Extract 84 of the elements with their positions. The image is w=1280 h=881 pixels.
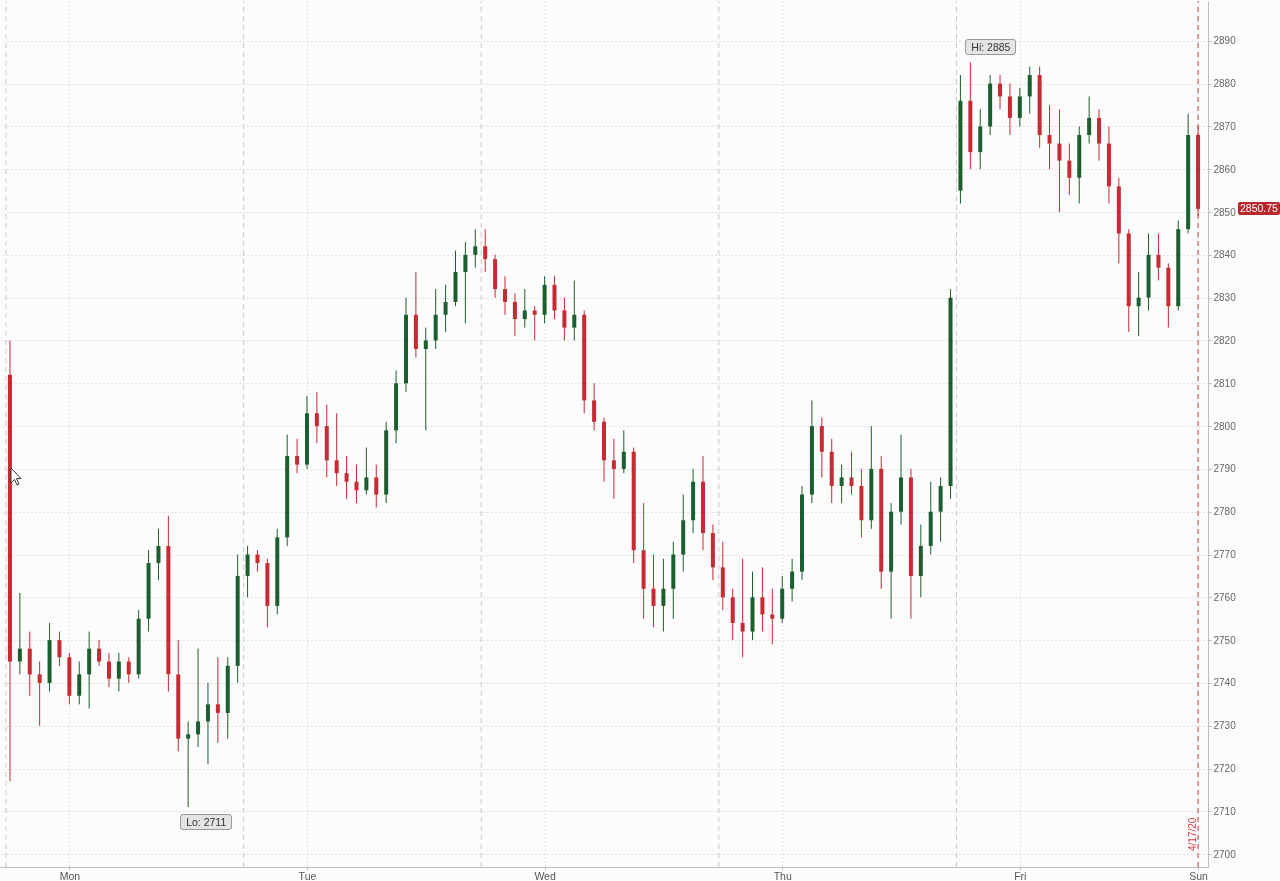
candlestick	[760, 566, 765, 633]
y-tick-label: 2780	[1213, 506, 1237, 518]
candlestick	[839, 464, 844, 504]
candlestick	[295, 438, 300, 474]
candlestick	[463, 241, 468, 324]
y-tick-label: 2760	[1213, 591, 1237, 603]
candlestick	[97, 639, 102, 667]
y-tick-label: 2740	[1213, 677, 1237, 689]
candlestick	[1087, 95, 1092, 145]
y-tick-label: 2770	[1213, 549, 1237, 560]
candlestick	[1027, 66, 1032, 115]
y-tick-label: 2790	[1213, 463, 1237, 475]
candlestick	[126, 656, 131, 684]
annotation: Lo: 2711	[180, 814, 233, 831]
candlestick	[156, 528, 161, 581]
candlestick	[483, 228, 488, 273]
candlestick	[37, 661, 42, 727]
x-tick-label: Thu	[773, 869, 792, 881]
candlestick	[592, 382, 597, 431]
y-tick-label: 2850	[1213, 206, 1237, 218]
candlestick	[215, 656, 220, 744]
candlestick	[314, 391, 319, 444]
y-tick-label: 2840	[1213, 249, 1237, 261]
candlestick	[334, 412, 339, 487]
y-tick-label: 2820	[1213, 334, 1237, 346]
candlestick	[344, 455, 349, 500]
x-tick-label: Sun	[1189, 869, 1209, 881]
candlestick	[1047, 104, 1052, 170]
candlestick	[1007, 83, 1012, 136]
y-tick-label: 2700	[1213, 848, 1237, 860]
candlestick	[512, 292, 517, 337]
candlestick	[196, 648, 201, 748]
candlestick	[849, 451, 854, 496]
candlestick	[740, 558, 745, 658]
y-tick-label: 2730	[1213, 720, 1237, 732]
y-tick-label: 2880	[1213, 78, 1237, 90]
y-tick-label: 2890	[1213, 35, 1237, 47]
candlestick	[532, 305, 537, 341]
x-tick-label: Mon	[59, 869, 81, 881]
candlestick	[661, 558, 666, 633]
candlestick	[17, 592, 22, 675]
candlestick	[572, 280, 577, 341]
candlestick	[611, 438, 616, 500]
y-tick-label: 2750	[1213, 634, 1237, 646]
candlestick	[522, 288, 527, 329]
y-tick-label: 2870	[1213, 120, 1237, 132]
candlestick	[473, 228, 478, 269]
y-tick-label: 2800	[1213, 420, 1237, 432]
y-tick-label: 2860	[1213, 163, 1237, 175]
candlestick	[255, 549, 260, 573]
candlestick	[116, 652, 121, 692]
candlestick	[245, 545, 250, 598]
x-tick-label: Fri	[1014, 869, 1027, 881]
y-tick-label: 2720	[1213, 763, 1237, 775]
candlestick	[621, 429, 626, 474]
y-tick-label: 2810	[1213, 377, 1237, 389]
candlestick	[651, 554, 656, 628]
candlestick	[1136, 271, 1141, 337]
candlestick	[1156, 232, 1161, 282]
candlestick	[502, 275, 507, 316]
y-tick-label: 2830	[1213, 292, 1237, 304]
x-tick-label: Tue	[298, 869, 317, 881]
ref-line-label: 4/17/20	[1187, 817, 1199, 851]
candlestick	[998, 74, 1003, 110]
candlestick	[106, 652, 111, 688]
candlestick	[790, 558, 795, 603]
annotation: Hi: 2885	[965, 39, 1017, 56]
candlestick	[443, 284, 448, 333]
candlestick	[423, 327, 428, 431]
candlestick	[562, 297, 567, 341]
candlestick	[770, 588, 775, 645]
candlestick	[205, 682, 210, 765]
candlestick	[186, 720, 191, 808]
candlestick	[1017, 87, 1022, 127]
candlestick	[1057, 108, 1062, 213]
candlestick	[57, 631, 62, 667]
candlestick	[354, 464, 359, 504]
candlestick	[1067, 143, 1072, 196]
y-tick-label: 2710	[1213, 805, 1237, 817]
candlestick	[364, 446, 369, 496]
text: 2850.75	[1238, 202, 1280, 216]
candlestick	[374, 464, 379, 508]
candlestick	[77, 661, 82, 705]
x-tick-label: Wed	[534, 869, 556, 881]
